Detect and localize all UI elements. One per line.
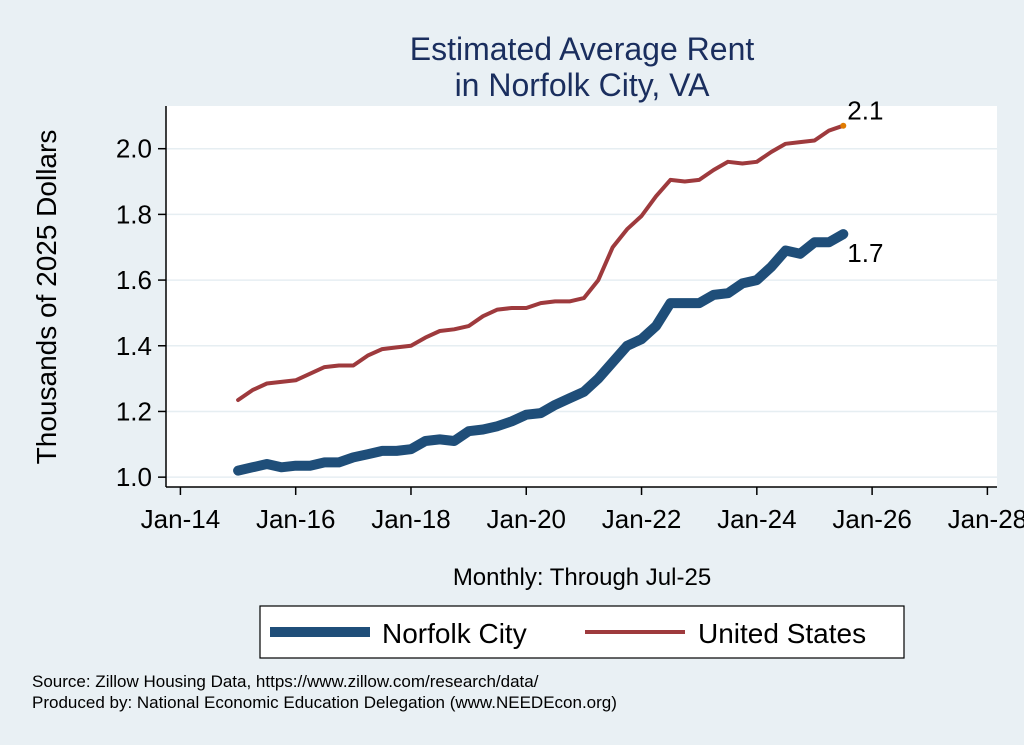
end-labels: 2.1 1.7 [840,96,883,268]
x-tick-label-1: Jan-16 [256,504,336,534]
end-marker-united-states [840,122,847,129]
x-tick-label-0: Jan-14 [141,504,221,534]
source-note: Source: Zillow Housing Data, https://www… [32,672,539,691]
y-tick-label-2: 1.4 [116,331,152,361]
x-ticks: Jan-14 Jan-16 Jan-18 Jan-20 Jan-22 Jan-24 Jan-… [141,487,1024,534]
series-line-norfolk-city [233,229,849,476]
y-axis-label: Thousands of 2025 Dollars [31,130,62,465]
legend-label-norfolk-city: Norfolk City [382,618,527,649]
legend: Norfolk City United States [259,605,905,659]
series-line-united-states [236,123,846,402]
chart-title-line-1: Estimated Average Rent [410,31,755,67]
producer-note: Produced by: National Economic Education… [32,693,617,712]
x-tick-label-5: Jan-24 [717,504,797,534]
y-tick-label-4: 1.8 [116,199,152,229]
gridlines [166,147,997,478]
legend-label-united-states: United States [698,618,866,649]
x-tick-label-7: Jan-28 [948,504,1024,534]
y-tick-label-3: 1.6 [116,265,152,295]
end-label-norfolk-city: 1.7 [847,238,883,268]
x-tick-label-3: Jan-20 [487,504,567,534]
y-ticks: 1.0 1.2 1.4 1.6 1.8 2.0 [116,134,166,492]
chart-title-line-2: in Norfolk City, VA [455,67,711,103]
x-tick-label-4: Jan-22 [602,504,682,534]
x-tick-label-2: Jan-18 [371,504,451,534]
x-tick-label-6: Jan-26 [832,504,912,534]
x-axis-label: Monthly: Through Jul-25 [453,564,711,591]
end-label-united-states: 2.1 [847,96,883,126]
plot-area [166,106,997,487]
series-layer [233,123,849,476]
y-tick-label-0: 1.0 [116,462,152,492]
y-tick-label-1: 1.2 [116,396,152,426]
y-tick-label-5: 2.0 [116,134,152,164]
